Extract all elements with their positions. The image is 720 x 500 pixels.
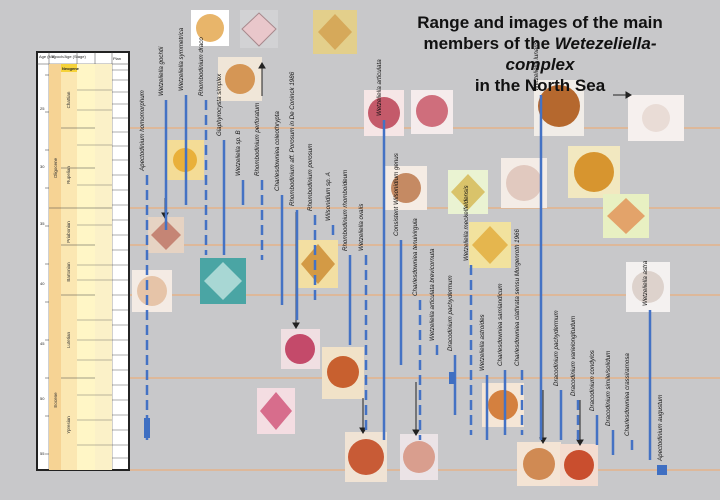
epoch-label: Oligocene: [53, 157, 58, 178]
specimen-photo: [191, 10, 229, 46]
specimen-photo: [298, 240, 338, 288]
taxon-label: Dracodinium pachydermum: [447, 275, 454, 351]
taxon-label: Wetzeliella astra: [642, 260, 649, 306]
taxon-label: Charlesdowniea crassiramosa: [624, 353, 631, 436]
specimen-photo: [448, 170, 488, 214]
neogene-label: Neogene: [62, 66, 80, 71]
taxon-label: Wilsonidium sp. A: [325, 172, 332, 221]
stage-label: Chattian: [66, 91, 71, 108]
stage-label: Priabonian: [66, 221, 71, 243]
stage-column: [61, 64, 77, 470]
age-tick-label: 55: [40, 451, 45, 456]
specimen-photo: [482, 383, 524, 427]
zone-column: [77, 64, 95, 470]
epoch-column: [49, 64, 61, 470]
taxon-label: Wetzeliella symmetrica: [178, 27, 185, 91]
stage-label: Rupelian: [66, 166, 71, 184]
zone-column-2: [95, 64, 112, 470]
strat-header-epoch: Epoch/Age (Stage): [52, 54, 86, 59]
age-tick-label: 30: [40, 164, 45, 169]
taxon-label: Consistent Wilsonidium genus: [393, 153, 400, 236]
taxon-label: Wetzeliella articulata: [376, 59, 383, 116]
stratigraphic-column: Age (Ma) Epoch/Age (Stage) Neogene Plan …: [36, 51, 130, 471]
specimen-photo: [517, 442, 561, 486]
specimen-photo: [568, 146, 620, 198]
taxon-label: Wetzeliella sp. B: [235, 130, 242, 176]
specimen-photo: [313, 10, 357, 54]
specimen-photo: [628, 95, 684, 141]
strat-header-age: Age (Ma): [39, 54, 56, 59]
specimen-photo: [345, 432, 387, 482]
taxon-label: Charlesdowniea samlandicum: [497, 283, 504, 366]
age-tick-label: 50: [40, 396, 45, 401]
specimen-photo: [469, 222, 511, 268]
range-marker: [657, 465, 667, 475]
title-line-2: members of the Wetezeliella-complex: [395, 33, 685, 75]
taxon-label: Wetzeliella meckelfeldensis: [463, 185, 470, 261]
taxon-label: Wetzeliella ovalis: [358, 204, 365, 251]
age-tick-label: 40: [40, 281, 45, 286]
taxon-label: Dracodinium condylos: [589, 350, 596, 411]
taxon-label: Dracodinium simile/solidum: [605, 351, 612, 426]
neogene-box: [61, 64, 77, 72]
specimen-photo: [257, 388, 295, 434]
specimen-photo: [240, 10, 278, 48]
title-line-3: in the North Sea: [474, 76, 606, 95]
strat-header-plan: Plan: [113, 56, 121, 61]
taxon-label: Apectodinium augustum: [657, 395, 664, 462]
stage-label: Bartonian: [66, 262, 71, 282]
specimen-photo: [322, 347, 364, 399]
specimen-photo: [400, 434, 438, 480]
taxon-label: Charlesdowniea coleothrypta: [274, 111, 281, 191]
taxon-label: Rhombodinium aff. Porosum in De Coninck …: [289, 71, 296, 206]
taxon-label: Dracodinium varielongitudum: [570, 316, 577, 396]
age-tick-label: 45: [40, 341, 45, 346]
stage-label: Ypresian: [66, 416, 71, 434]
taxa-range-bars: Apectodinium homomorphum Wetzeliella goch…: [139, 27, 667, 475]
specimen-photo: [281, 329, 320, 369]
taxon-label: Dracodinium pachydermum: [553, 310, 560, 386]
specimen-photos: [132, 10, 684, 486]
taxon-label: Rhombodinium perforatum: [254, 103, 261, 176]
taxon-label: Rhombodinium draco: [198, 37, 205, 96]
taxon-label: Apectodinium homomorphum: [139, 90, 146, 172]
specimen-photo: [218, 57, 262, 101]
range-marker: [449, 372, 455, 384]
taxon-label: Charlesdowniea clathrata sensu Morgenrot…: [514, 229, 521, 366]
specimen-photo: [132, 270, 172, 312]
specimen-photo: [603, 194, 649, 238]
age-tick-label: 25: [40, 106, 45, 111]
epoch-label: Eocene: [53, 392, 58, 408]
taxon-label: Rhombodinium porosum: [307, 144, 314, 211]
taxon-label: Wetzeliella astroides: [479, 314, 486, 371]
chart-title: Range and images of the main members of …: [395, 12, 685, 96]
title-line-2-prefix: members of the: [423, 34, 555, 53]
specimen-photo: [626, 262, 670, 312]
specimen-photo: [560, 444, 598, 486]
taxon-label: Wetzeliella gochtii: [158, 46, 165, 96]
taxon-label: Wetzeliella lunaris: [533, 41, 540, 91]
specimen-photo: [411, 90, 453, 134]
age-tick-label: 35: [40, 221, 45, 226]
taxon-label: Rhombodinium rhomboideum: [342, 170, 349, 251]
title-line-1: Range and images of the main: [417, 13, 663, 32]
stage-label: Lutetian: [66, 331, 71, 348]
specimen-photo: [534, 80, 584, 136]
taxon-label: Charlesdowniea tenuivirgula: [412, 218, 419, 296]
specimen-photo: [200, 258, 246, 304]
taxon-label: Glaphyrocysta simplex: [216, 73, 223, 136]
specimen-photo: [501, 158, 547, 208]
taxon-label: Wetzeliella articulata brevicornuta: [429, 248, 436, 341]
range-marker: [144, 418, 150, 438]
specimen-photo: [364, 90, 404, 136]
specimen-photo: [385, 166, 427, 210]
title-line-2-italic: Wetezeliella-complex: [505, 34, 657, 74]
